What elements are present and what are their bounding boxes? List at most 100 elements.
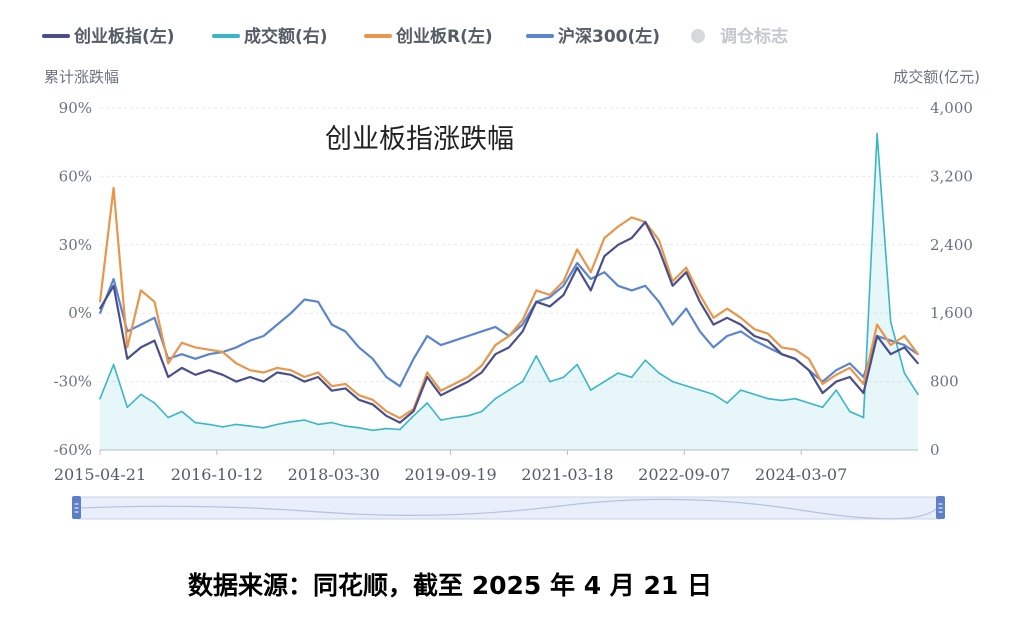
data-point bbox=[303, 376, 306, 378]
data-point bbox=[590, 389, 592, 391]
data-point bbox=[412, 358, 415, 360]
data-point bbox=[712, 393, 715, 396]
data-point bbox=[767, 397, 769, 400]
data-point bbox=[140, 393, 142, 396]
y-left-tick-label: 30% bbox=[59, 236, 92, 254]
data-point bbox=[767, 346, 769, 349]
data-point bbox=[426, 376, 429, 378]
data-point bbox=[453, 387, 456, 390]
data-point bbox=[849, 376, 851, 378]
range-navigator[interactable] bbox=[72, 496, 945, 520]
data-point bbox=[726, 335, 728, 337]
data-point bbox=[153, 339, 156, 342]
data-point bbox=[344, 383, 347, 385]
data-point bbox=[644, 359, 647, 362]
data-point bbox=[385, 376, 388, 378]
data-point bbox=[426, 335, 429, 337]
data-point bbox=[290, 374, 292, 376]
data-point bbox=[181, 342, 183, 344]
data-point bbox=[699, 389, 701, 391]
data-point bbox=[371, 399, 374, 401]
data-point bbox=[140, 323, 142, 326]
data-point bbox=[699, 301, 701, 303]
right-handle[interactable] bbox=[936, 496, 945, 519]
data-point bbox=[181, 410, 183, 413]
data-point bbox=[303, 380, 306, 383]
data-point bbox=[549, 380, 551, 383]
data-point bbox=[426, 402, 429, 404]
data-point bbox=[317, 371, 319, 374]
data-point bbox=[617, 285, 619, 287]
data-point bbox=[317, 376, 319, 378]
y-left-tick-label: 0% bbox=[68, 304, 92, 322]
data-point bbox=[576, 266, 578, 269]
data-point bbox=[153, 301, 156, 303]
data-point bbox=[440, 389, 442, 392]
navigator-preview-line bbox=[79, 498, 939, 520]
data-point bbox=[590, 271, 592, 274]
data-point bbox=[685, 307, 687, 310]
data-point bbox=[508, 335, 510, 337]
y-right-tick-label: 800 bbox=[930, 373, 959, 391]
data-point bbox=[603, 237, 606, 239]
data-point bbox=[494, 344, 497, 346]
data-point bbox=[903, 335, 906, 337]
data-point bbox=[712, 323, 715, 326]
data-point bbox=[467, 335, 469, 337]
data-point bbox=[794, 358, 797, 360]
data-point bbox=[521, 319, 524, 321]
data-point bbox=[562, 294, 565, 296]
data-point bbox=[453, 383, 456, 385]
data-point bbox=[549, 305, 551, 308]
series-line bbox=[98, 186, 919, 420]
legend-item[interactable]: 成交额(右) bbox=[212, 26, 328, 47]
navigator-track[interactable] bbox=[77, 496, 941, 520]
data-point bbox=[440, 394, 442, 397]
data-point bbox=[862, 416, 865, 419]
x-tick-label: 2021-03-18 bbox=[521, 465, 613, 484]
data-point bbox=[562, 376, 565, 379]
data-point bbox=[658, 248, 660, 251]
data-point bbox=[249, 339, 251, 342]
data-point bbox=[99, 301, 101, 303]
y-right-tick-label: 2,400 bbox=[930, 236, 973, 254]
legend-item[interactable]: 创业板R(左) bbox=[364, 26, 493, 47]
data-point bbox=[194, 346, 197, 349]
data-point bbox=[712, 317, 715, 319]
x-tick-label: 2019-09-19 bbox=[404, 465, 496, 484]
data-point bbox=[453, 416, 456, 419]
data-point bbox=[480, 364, 483, 367]
legend[interactable]: 创业板指(左) 成交额(右) 创业板R(左) 沪深300(左) 调仓标志 bbox=[42, 26, 788, 47]
legend-item[interactable]: 沪深300(左) bbox=[526, 26, 660, 47]
data-point bbox=[876, 323, 878, 326]
data-point bbox=[194, 421, 197, 424]
data-point bbox=[385, 415, 388, 417]
data-point bbox=[385, 410, 388, 413]
data-point bbox=[426, 371, 429, 374]
data-point bbox=[630, 289, 633, 292]
data-point bbox=[249, 369, 251, 372]
data-point bbox=[889, 353, 892, 356]
series bbox=[98, 261, 919, 388]
data-point bbox=[235, 423, 238, 426]
left-handle[interactable] bbox=[72, 496, 81, 519]
data-point bbox=[276, 323, 279, 326]
data-point bbox=[480, 330, 483, 333]
data-point bbox=[753, 393, 756, 396]
data-point bbox=[862, 392, 865, 394]
data-point bbox=[889, 321, 892, 323]
y-left-title: 累计涨跌幅 bbox=[44, 68, 119, 86]
legend-item[interactable]: 创业板指(左) bbox=[42, 26, 175, 47]
data-point bbox=[835, 369, 837, 372]
legend-item[interactable]: 调仓标志 bbox=[691, 26, 788, 47]
data-point bbox=[535, 301, 538, 303]
data-point bbox=[508, 389, 510, 391]
data-point bbox=[194, 358, 197, 360]
y-left-tick-label: 60% bbox=[59, 167, 92, 185]
data-point bbox=[521, 323, 524, 326]
data-point bbox=[249, 425, 251, 427]
data-point bbox=[167, 362, 169, 365]
data-point bbox=[494, 326, 497, 328]
data-point bbox=[112, 278, 115, 280]
y-left-tick-label: -60% bbox=[54, 441, 92, 459]
